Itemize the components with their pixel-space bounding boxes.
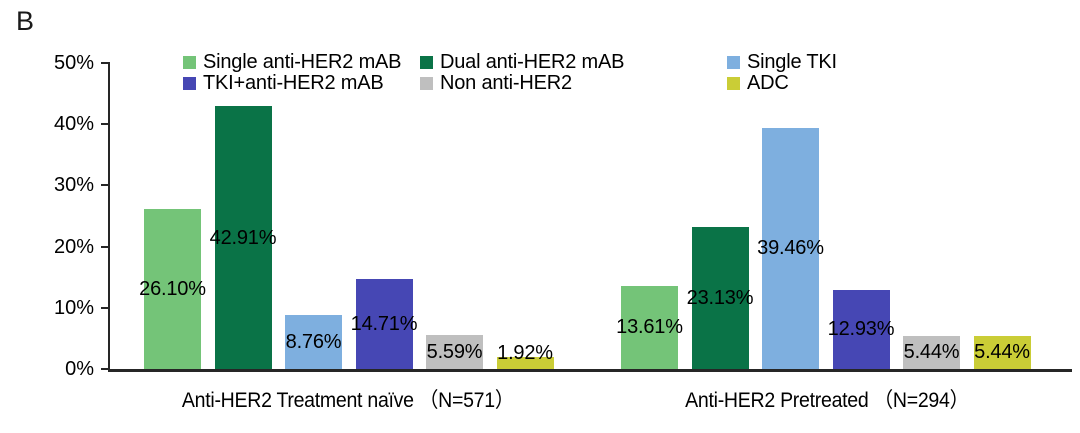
- y-axis-tick: [101, 184, 109, 187]
- bar-value-label: 5.44%: [903, 341, 960, 364]
- y-axis-tick-label: 0%: [65, 358, 94, 380]
- bar-tki-anti-her2-mab: [832, 289, 890, 369]
- bar-value-label: 26.10%: [139, 278, 206, 301]
- y-axis-tick: [101, 62, 109, 64]
- bar-single-tki: [762, 127, 819, 369]
- x-axis-line: [108, 369, 1072, 372]
- bar-single-anti-her2-mab: [621, 285, 678, 369]
- bar-single-anti-her2-mab: [144, 209, 201, 369]
- x-axis-category-label: Anti-HER2 Pretreated （N=294）: [685, 389, 969, 412]
- legend-swatch-icon: [183, 76, 196, 90]
- bar-non-anti-her2: [903, 335, 960, 369]
- legend-item-label: Single anti-HER2 mAB: [203, 51, 402, 73]
- plot-area: 0% 10% 20% 30% 40% 50% 26.10% 13.61% 42.91% 23.13…: [54, 52, 1062, 380]
- bar-adc: [496, 357, 554, 369]
- bar-value-label: 13.61%: [616, 316, 683, 339]
- legend-item-label: Single TKI: [747, 51, 837, 73]
- y-axis-tick: [101, 123, 109, 126]
- y-axis-tick-label: 30%: [53, 174, 94, 197]
- legend-item-label: TKI+anti-HER2 mAB: [203, 72, 384, 94]
- bar-value-label: 1.92%: [497, 342, 553, 364]
- bar-adc: [973, 335, 1031, 369]
- panel-label: B: [16, 6, 35, 36]
- bar-single-tki: [285, 315, 342, 369]
- legend-swatch-icon: [183, 55, 196, 69]
- bar-value-label: 23.13%: [686, 287, 754, 310]
- legend-swatch-icon: [727, 76, 740, 90]
- legend-item-label: Non anti-HER2: [440, 72, 572, 94]
- bar-value-label: 5.59%: [426, 340, 483, 363]
- y-axis-tick-label: 50%: [53, 52, 94, 74]
- legend-item: Single anti-HER2 mAB: [183, 51, 402, 73]
- bar-value-label: 5.44%: [974, 341, 1030, 364]
- bar-value-label: 42.91%: [209, 226, 277, 249]
- bar-tki-anti-her2-mab: [355, 278, 413, 369]
- y-axis-line: [108, 62, 110, 371]
- bar-dual-anti-her2-mab: [214, 106, 272, 369]
- y-axis-tick-label: 40%: [53, 113, 94, 136]
- bar-value-label: 14.71%: [350, 313, 418, 335]
- y-axis-tick: [101, 306, 109, 309]
- legend-item: Single TKI: [727, 51, 837, 73]
- legend-item: ADC: [727, 72, 789, 94]
- legend-swatch-icon: [420, 76, 433, 90]
- y-axis-tick-label: 10%: [53, 296, 94, 319]
- bar-value-label: 8.76%: [285, 331, 342, 354]
- legend-item-label: ADC: [747, 72, 789, 94]
- legend-item: Dual anti-HER2 mAB: [420, 51, 624, 73]
- legend-item: Non anti-HER2: [420, 72, 572, 94]
- bar-value-label: 39.46%: [757, 237, 824, 260]
- legend-swatch-icon: [420, 55, 433, 69]
- x-axis-category-label: Anti-HER2 Treatment naïve （N=571）: [181, 389, 515, 412]
- bar-value-label: 12.93%: [827, 318, 895, 341]
- legend-swatch-icon: [727, 55, 740, 69]
- y-axis-tick: [101, 368, 109, 370]
- legend-item: TKI+anti-HER2 mAB: [183, 72, 384, 94]
- legend-item-label: Dual anti-HER2 mAB: [440, 51, 625, 73]
- y-axis-tick: [101, 245, 109, 248]
- bar-non-anti-her2: [426, 334, 483, 369]
- bar-dual-anti-her2-mab: [691, 227, 749, 369]
- y-axis-tick-label: 20%: [53, 235, 94, 258]
